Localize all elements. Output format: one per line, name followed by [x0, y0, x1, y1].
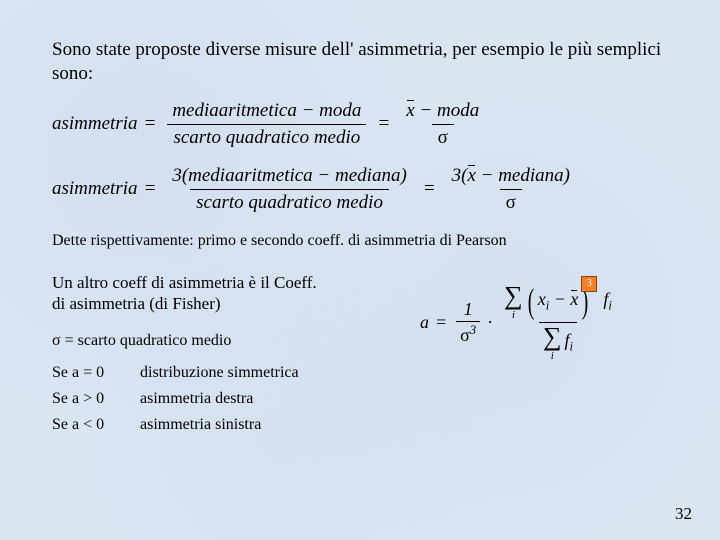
one-over-sigma3: 1 σ3 — [456, 298, 480, 347]
main-frac-den: ∑ i fi — [539, 322, 577, 363]
equals-sign: = — [377, 113, 390, 135]
formula1-den-sym: σ — [432, 124, 454, 149]
main-fraction: ∑ i ( xi − x ) 3 fi ∑ i — [500, 282, 616, 363]
formula-1: asimmetria = mediaaritmetica − moda scar… — [52, 100, 668, 149]
formula2-den-sym: σ — [500, 189, 522, 214]
page-number: 32 — [675, 504, 692, 524]
cond-2: Se a > 0 asimmetria destra — [52, 390, 392, 408]
fisher-formula: a = 1 σ3 · ∑ i ( xi − x ) 3 — [420, 282, 619, 363]
equals-sign: = — [144, 113, 157, 135]
lower-left: Un altro coeff di asimmetria è il Coeff.… — [52, 272, 392, 443]
formula-2: asimmetria = 3(mediaaritmetica − mediana… — [52, 165, 668, 214]
lower-section: Un altro coeff di asimmetria è il Coeff.… — [52, 272, 668, 443]
sum-icon: ∑ i — [543, 324, 562, 362]
intro-text: Sono state proposte diverse misure dell'… — [52, 38, 668, 86]
pearson-note: Dette rispettivamente: primo e secondo c… — [52, 232, 668, 250]
formula2-lhs: asimmetria — [52, 178, 138, 200]
sigma-note: σ = scarto quadratico medio — [52, 332, 392, 350]
sum-icon: ∑ i — [504, 283, 523, 321]
slide-content: Sono state proposte diverse misure dell'… — [0, 0, 720, 442]
equals-sign: = — [144, 178, 157, 200]
main-frac-num: ∑ i ( xi − x ) 3 fi — [500, 282, 616, 322]
formula1-num-words: mediaaritmetica − moda — [166, 100, 367, 124]
formula1-num-sym: x − moda — [400, 100, 485, 124]
formula1-lhs: asimmetria — [52, 113, 138, 135]
cond-1: Se a = 0 distribuzione simmetrica — [52, 364, 392, 382]
cond-3: Se a < 0 asimmetria sinistra — [52, 416, 392, 434]
equals-sign: = — [435, 312, 447, 333]
formula1-frac-sym: x − moda σ — [400, 100, 485, 149]
paren-term: ( xi − x ) 3 — [526, 289, 591, 314]
formula2-den-words: scarto quadratico medio — [190, 189, 389, 214]
dot: · — [487, 312, 493, 333]
equals-sign: = — [423, 178, 436, 200]
formula1-frac-words: mediaaritmetica − moda scarto quadratico… — [166, 100, 367, 149]
formula2-frac-words: 3(mediaaritmetica − mediana) scarto quad… — [166, 165, 412, 214]
formula2-num-sym: 3(x − mediana) — [446, 165, 576, 189]
fisher-intro: Un altro coeff di asimmetria è il Coeff.… — [52, 272, 392, 315]
cube-badge-icon: 3 — [581, 276, 597, 292]
formula1-den-words: scarto quadratico medio — [167, 124, 366, 149]
fisher-a: a — [420, 312, 429, 333]
formula2-num-words: 3(mediaaritmetica − mediana) — [166, 165, 412, 189]
formula2-frac-sym: 3(x − mediana) σ — [446, 165, 576, 214]
